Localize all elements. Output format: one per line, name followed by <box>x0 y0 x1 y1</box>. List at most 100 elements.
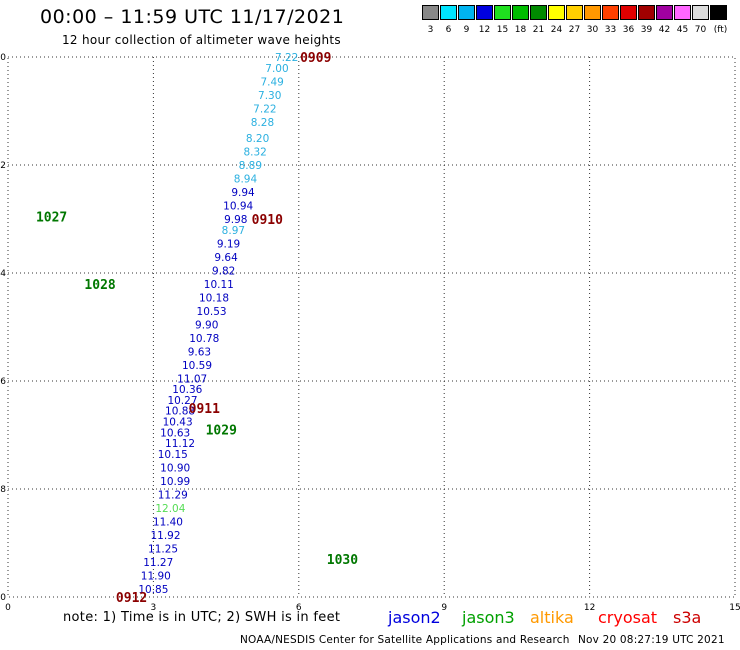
color-scale-label: (ft) <box>713 25 728 35</box>
x-tick-label: 6 <box>296 603 302 613</box>
wave-height-point: 9.98 <box>224 214 247 226</box>
color-scale-label: 45 <box>676 25 689 35</box>
color-scale-label: 15 <box>496 25 509 35</box>
wave-height-point: 11.29 <box>158 489 188 501</box>
wave-height-point: 10.78 <box>189 333 219 345</box>
pass-label: 0912 <box>116 591 147 606</box>
wave-height-point: 8.89 <box>239 160 262 172</box>
pass-label: 1029 <box>206 424 237 439</box>
credit-text: NOAA/NESDIS Center for Satellite Applica… <box>240 634 570 646</box>
color-swatch <box>458 5 475 20</box>
wave-height-point: 10.99 <box>160 476 190 488</box>
wave-height-point: 10.53 <box>197 306 227 318</box>
chart-subtitle: 12 hour collection of altimeter wave hei… <box>62 33 341 47</box>
wave-height-point: 10.85 <box>138 584 168 596</box>
wave-height-point: 12.04 <box>155 503 185 515</box>
color-swatch <box>530 5 547 20</box>
wave-height-point: 7.22 <box>253 103 276 115</box>
color-scale-label: 21 <box>532 25 545 35</box>
wave-height-point: 10.11 <box>204 279 234 291</box>
pass-label: 0909 <box>300 51 331 66</box>
pass-label: 0911 <box>189 402 220 417</box>
wave-height-point: 8.20 <box>246 133 269 145</box>
wave-height-point: 7.30 <box>258 90 281 102</box>
color-scale-label: 70 <box>694 25 707 35</box>
color-swatch <box>494 5 511 20</box>
y-tick-label: -40 <box>0 53 6 63</box>
generated-timestamp: Nov 20 08:27:19 UTC 2021 <box>578 634 725 646</box>
wave-height-point: 10.36 <box>172 384 202 396</box>
x-tick-label: 3 <box>151 603 157 613</box>
satellite-legend-altika: altika <box>530 608 574 627</box>
y-tick-label: -42 <box>0 161 6 171</box>
color-scale-label: 42 <box>658 25 671 35</box>
wave-height-point: 10.63 <box>160 427 190 439</box>
y-tick-label: -48 <box>0 485 6 495</box>
wave-height-point: 8.94 <box>234 174 258 186</box>
x-tick-label: 12 <box>584 603 595 613</box>
wave-height-point: 10.15 <box>158 449 188 461</box>
color-scale-label: 27 <box>568 25 581 35</box>
color-scale-label: 30 <box>586 25 599 35</box>
satellite-legend-cryosat: cryosat <box>598 608 658 627</box>
color-scale-label: 24 <box>550 25 563 35</box>
color-swatch <box>674 5 691 20</box>
color-swatch <box>440 5 457 20</box>
wave-height-point: 7.22 <box>275 52 298 64</box>
satellite-legend-s3a: s3a <box>673 608 702 627</box>
y-tick-label: -46 <box>0 377 6 387</box>
color-scale-label: 6 <box>445 25 452 35</box>
wave-height-point: 9.64 <box>214 252 238 264</box>
wave-height-point: 10.59 <box>182 360 212 372</box>
wave-height-point: 11.07 <box>177 373 207 385</box>
color-swatch <box>476 5 493 20</box>
plot-border <box>7 56 736 598</box>
color-swatch <box>584 5 601 20</box>
color-swatch <box>692 5 709 20</box>
x-tick-label: 15 <box>729 603 740 613</box>
wave-height-point: 8.97 <box>222 225 245 237</box>
color-scale-label: 12 <box>478 25 491 35</box>
chart-title: 00:00 – 11:59 UTC 11/17/2021 <box>40 6 345 28</box>
wave-height-point: 9.19 <box>217 238 240 250</box>
color-scale-label: 36 <box>622 25 635 35</box>
wave-height-point: 10.94 <box>223 201 253 213</box>
footer-note: note: 1) Time is in UTC; 2) SWH is in fe… <box>63 610 341 625</box>
color-scale-label: 9 <box>463 25 470 35</box>
color-swatch <box>638 5 655 20</box>
wave-height-point: 10.27 <box>167 395 197 407</box>
color-swatch <box>656 5 673 20</box>
wave-height-point: 10.88 <box>165 406 195 418</box>
wave-height-point: 8.32 <box>243 147 266 159</box>
wave-height-point: 11.27 <box>143 557 173 569</box>
wave-height-point: 7.49 <box>260 76 283 88</box>
color-scale-label: 3 <box>427 25 434 35</box>
satellite-legend-jason3: jason3 <box>462 608 515 627</box>
color-swatch <box>710 5 727 20</box>
pass-label: 1027 <box>36 210 67 225</box>
color-swatch <box>512 5 529 20</box>
wave-height-point: 10.90 <box>160 462 190 474</box>
wave-height-point: 11.92 <box>150 530 180 542</box>
wave-height-point: 7.00 <box>265 63 288 75</box>
wave-height-point: 8.28 <box>251 117 274 129</box>
wave-height-point: 11.12 <box>165 438 195 450</box>
color-scale-label: 33 <box>604 25 617 35</box>
wave-height-point: 9.63 <box>188 346 211 358</box>
satellite-legend-jason2: jason2 <box>388 608 441 627</box>
color-swatch <box>566 5 583 20</box>
x-tick-label: 9 <box>441 603 447 613</box>
wave-height-point: 9.82 <box>212 265 235 277</box>
wave-height-point: 9.94 <box>231 187 255 199</box>
color-swatch <box>620 5 637 20</box>
pass-label: 1028 <box>84 278 115 293</box>
pass-label: 0910 <box>252 213 283 228</box>
wave-height-point: 11.25 <box>148 543 178 555</box>
color-swatch <box>422 5 439 20</box>
wave-height-point: 10.18 <box>199 292 229 304</box>
wave-height-point: 10.43 <box>163 417 193 429</box>
y-tick-label: -50 <box>0 593 6 603</box>
color-scale-label: 18 <box>514 25 527 35</box>
color-scale-label: 39 <box>640 25 653 35</box>
